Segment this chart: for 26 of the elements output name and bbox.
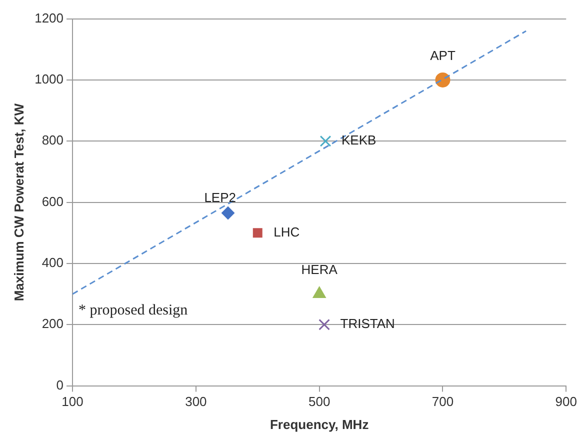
y-axis-title: Maximum CW Powerat Test, KW bbox=[11, 102, 26, 302]
y-tick-label: 1000 bbox=[34, 72, 64, 87]
y-tick-label: 0 bbox=[56, 377, 64, 392]
point bbox=[312, 286, 326, 298]
series-label: APT bbox=[430, 48, 456, 64]
series-label: TRISTAN bbox=[340, 316, 395, 332]
annotation: * proposed design bbox=[78, 302, 188, 319]
series-label: KEKB bbox=[342, 132, 376, 148]
y-tick-label: 800 bbox=[42, 132, 64, 148]
x-axis-title: Frequency, MHz bbox=[270, 416, 370, 432]
point bbox=[318, 318, 330, 330]
x-tick-label: 300 bbox=[185, 394, 207, 410]
x-tick-label: 100 bbox=[62, 394, 84, 410]
x-tick-label: 700 bbox=[432, 394, 454, 410]
x-tick-label: 900 bbox=[555, 394, 578, 410]
series-label: HERA bbox=[301, 262, 338, 278]
point bbox=[320, 135, 332, 147]
y-tick-label: 200 bbox=[42, 316, 64, 332]
y-tick-label: 1200 bbox=[34, 10, 64, 26]
series-label: LEP2 bbox=[204, 190, 236, 206]
y-tick-label: 600 bbox=[42, 194, 64, 209]
point bbox=[222, 206, 235, 220]
x-tick-label: 500 bbox=[308, 394, 330, 410]
y-tick-label: 400 bbox=[42, 255, 64, 270]
series-label: LHC bbox=[274, 224, 300, 240]
point bbox=[252, 228, 262, 238]
